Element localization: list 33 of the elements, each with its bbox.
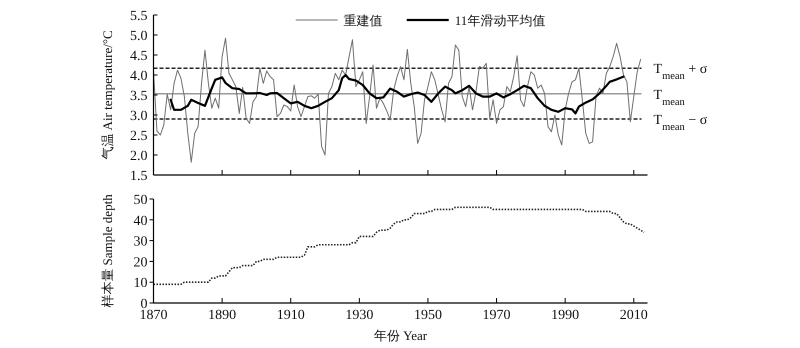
- ref-line-label: T$_{mean}$ − σ: [654, 113, 708, 132]
- x-tick-label: 1970: [482, 308, 511, 323]
- y-tick-label: 5.0: [130, 29, 148, 44]
- y-tick-label: 3.5: [130, 89, 148, 104]
- x-tick-label: 2010: [620, 308, 648, 323]
- y-tick-label: 10: [134, 276, 148, 292]
- x-tick-label: 1930: [345, 308, 374, 323]
- y-tick-label: 4.0: [130, 69, 148, 84]
- line-series: [170, 74, 625, 114]
- legend-label: 重建值: [344, 13, 383, 28]
- y-tick-label: 4.5: [130, 49, 148, 64]
- y-tick-label: 30: [134, 234, 148, 250]
- x-tick-label: 1950: [414, 308, 442, 323]
- x-tick-label: 1870: [140, 308, 168, 323]
- ref-line-label: T$_{mean}$ + σ: [654, 62, 708, 82]
- ref-line-label: T$_{mean}$: [654, 88, 686, 108]
- x-axis-title: 年份 Year: [374, 328, 428, 343]
- x-tick-label: 1890: [208, 308, 236, 323]
- x-tick-label: 1990: [551, 308, 580, 323]
- x-tick-label: 1910: [276, 308, 305, 323]
- y-tick-label: 1.5: [130, 169, 148, 184]
- y-axis-title: 样本量 Sample depth: [100, 194, 115, 308]
- legend-label: 11年滑动平均值: [454, 13, 546, 28]
- y-tick-label: 40: [134, 214, 148, 229]
- line-series: [153, 38, 642, 163]
- y-tick-label: 5.5: [130, 9, 148, 24]
- y-tick-label: 50: [134, 193, 148, 208]
- y-tick-label: 20: [134, 255, 148, 270]
- y-tick-label: 2.0: [130, 149, 148, 164]
- y-axis-title: 气温 Air temperature/°C: [100, 30, 115, 160]
- line-series: [152, 206, 645, 286]
- y-tick-label: 2.5: [130, 129, 148, 144]
- y-tick-label: 3.0: [130, 109, 148, 124]
